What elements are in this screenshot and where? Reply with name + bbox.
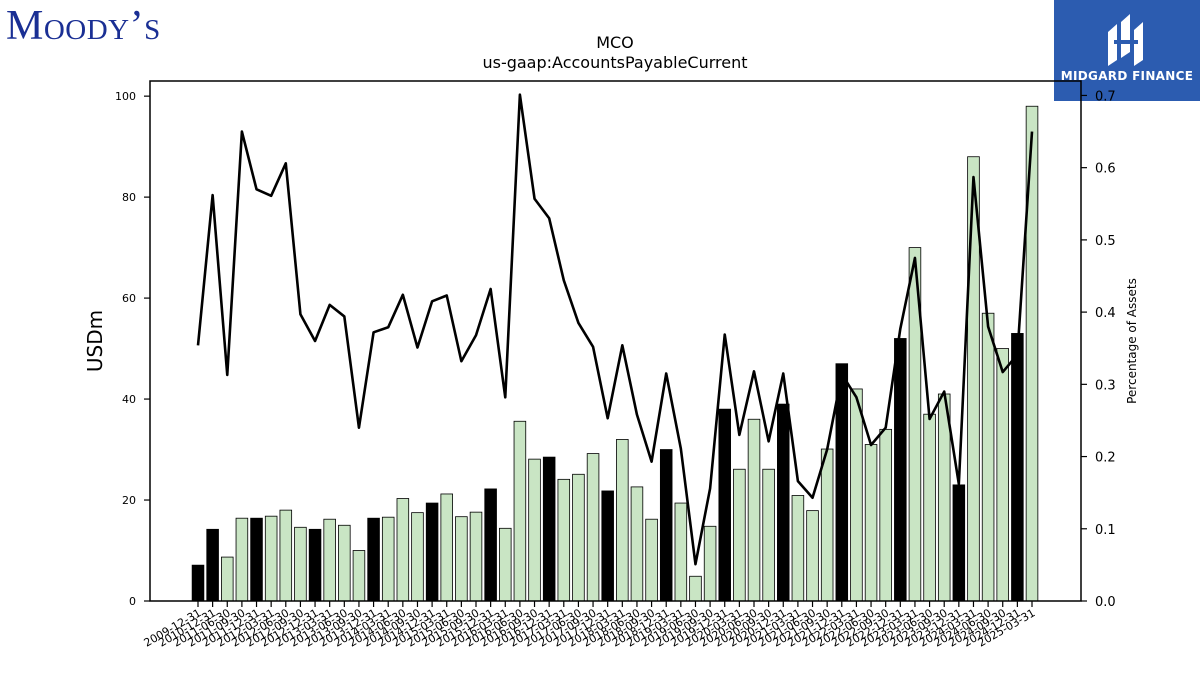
bar [981,312,995,602]
percentage-line [196,93,1034,566]
midgard-finance-badge: MIDGARD FINANCE [1054,0,1200,101]
midgard-logo-text: MIDGARD FINANCE [1060,69,1194,83]
bar [689,575,702,602]
y-tick-label: 80 [122,191,136,204]
bar [294,526,307,602]
y-axis-left: 0 20 40 60 80 100 [115,90,150,608]
y2-axis-label: Percentage of Assets [1125,278,1139,404]
bar [762,468,775,602]
bar [455,516,468,602]
y-tick-label: 40 [122,393,136,406]
plot-frame [149,80,1082,602]
y2-tick-label: 0.1 [1095,523,1116,538]
bar [879,428,892,602]
bar [923,413,936,602]
bar [542,456,556,602]
bar [381,516,395,602]
bar [777,403,790,602]
bar [864,444,878,602]
y-tick-label: 0 [129,595,136,608]
bar [469,511,483,602]
bar [264,515,278,602]
bar [1011,333,1024,602]
bar [952,484,966,602]
y-tick-label: 60 [122,292,136,305]
bar [308,528,322,602]
y2-tick-label: 0.0 [1095,595,1116,610]
y-tick-label: 20 [122,494,136,507]
bar [806,510,819,602]
line-series [196,93,1034,566]
y2-tick-label: 0.6 [1095,162,1116,177]
y2-tick-label: 0.7 [1095,89,1116,104]
bar [425,502,439,602]
bar [645,518,658,602]
x-axis: 2009-12-312010-12-312011-06-302011-09-30… [142,601,1038,650]
bar [250,517,263,602]
y-axis-right: 0.0 0.1 0.2 0.3 0.4 0.5 0.6 0.7 [1081,89,1116,610]
bar [411,512,424,602]
bar [791,495,805,602]
bar [894,338,907,602]
bar [572,473,585,602]
moodys-logo: Moody’s [6,3,161,49]
bar [630,486,644,602]
bar [323,518,336,602]
bar [191,564,205,602]
y2-tick-label: 0.5 [1095,234,1116,249]
bar [557,478,571,602]
bar [616,439,629,602]
bar [528,458,541,602]
bar [499,527,512,602]
bar [206,528,219,602]
y-axis-label: USDm [83,310,107,372]
bar [996,348,1009,602]
bar [235,517,249,602]
bar [820,448,834,602]
bar [850,388,863,602]
bar [352,550,366,602]
bar [659,449,673,602]
y2-tick-label: 0.3 [1095,378,1116,393]
bar [674,502,688,602]
chart-subtitle: us-gaap:AccountsPayableCurrent [482,53,747,72]
chart-title: MCO [596,33,634,52]
midgard-logo-icon [1108,14,1143,66]
bar [703,525,717,602]
bar [367,517,380,602]
bar [718,408,731,602]
bar [396,498,410,602]
bar [440,493,453,602]
y2-tick-label: 0.2 [1095,451,1116,466]
bar-series [191,105,1039,602]
bar [221,556,234,602]
y2-tick-label: 0.4 [1095,306,1116,321]
y-tick-label: 100 [115,90,136,103]
bar [733,468,746,602]
bar [513,420,527,602]
bar [338,524,351,602]
bar [279,509,293,602]
bar [747,418,761,602]
bar [601,490,614,602]
bar [586,453,600,602]
bar [484,488,497,602]
